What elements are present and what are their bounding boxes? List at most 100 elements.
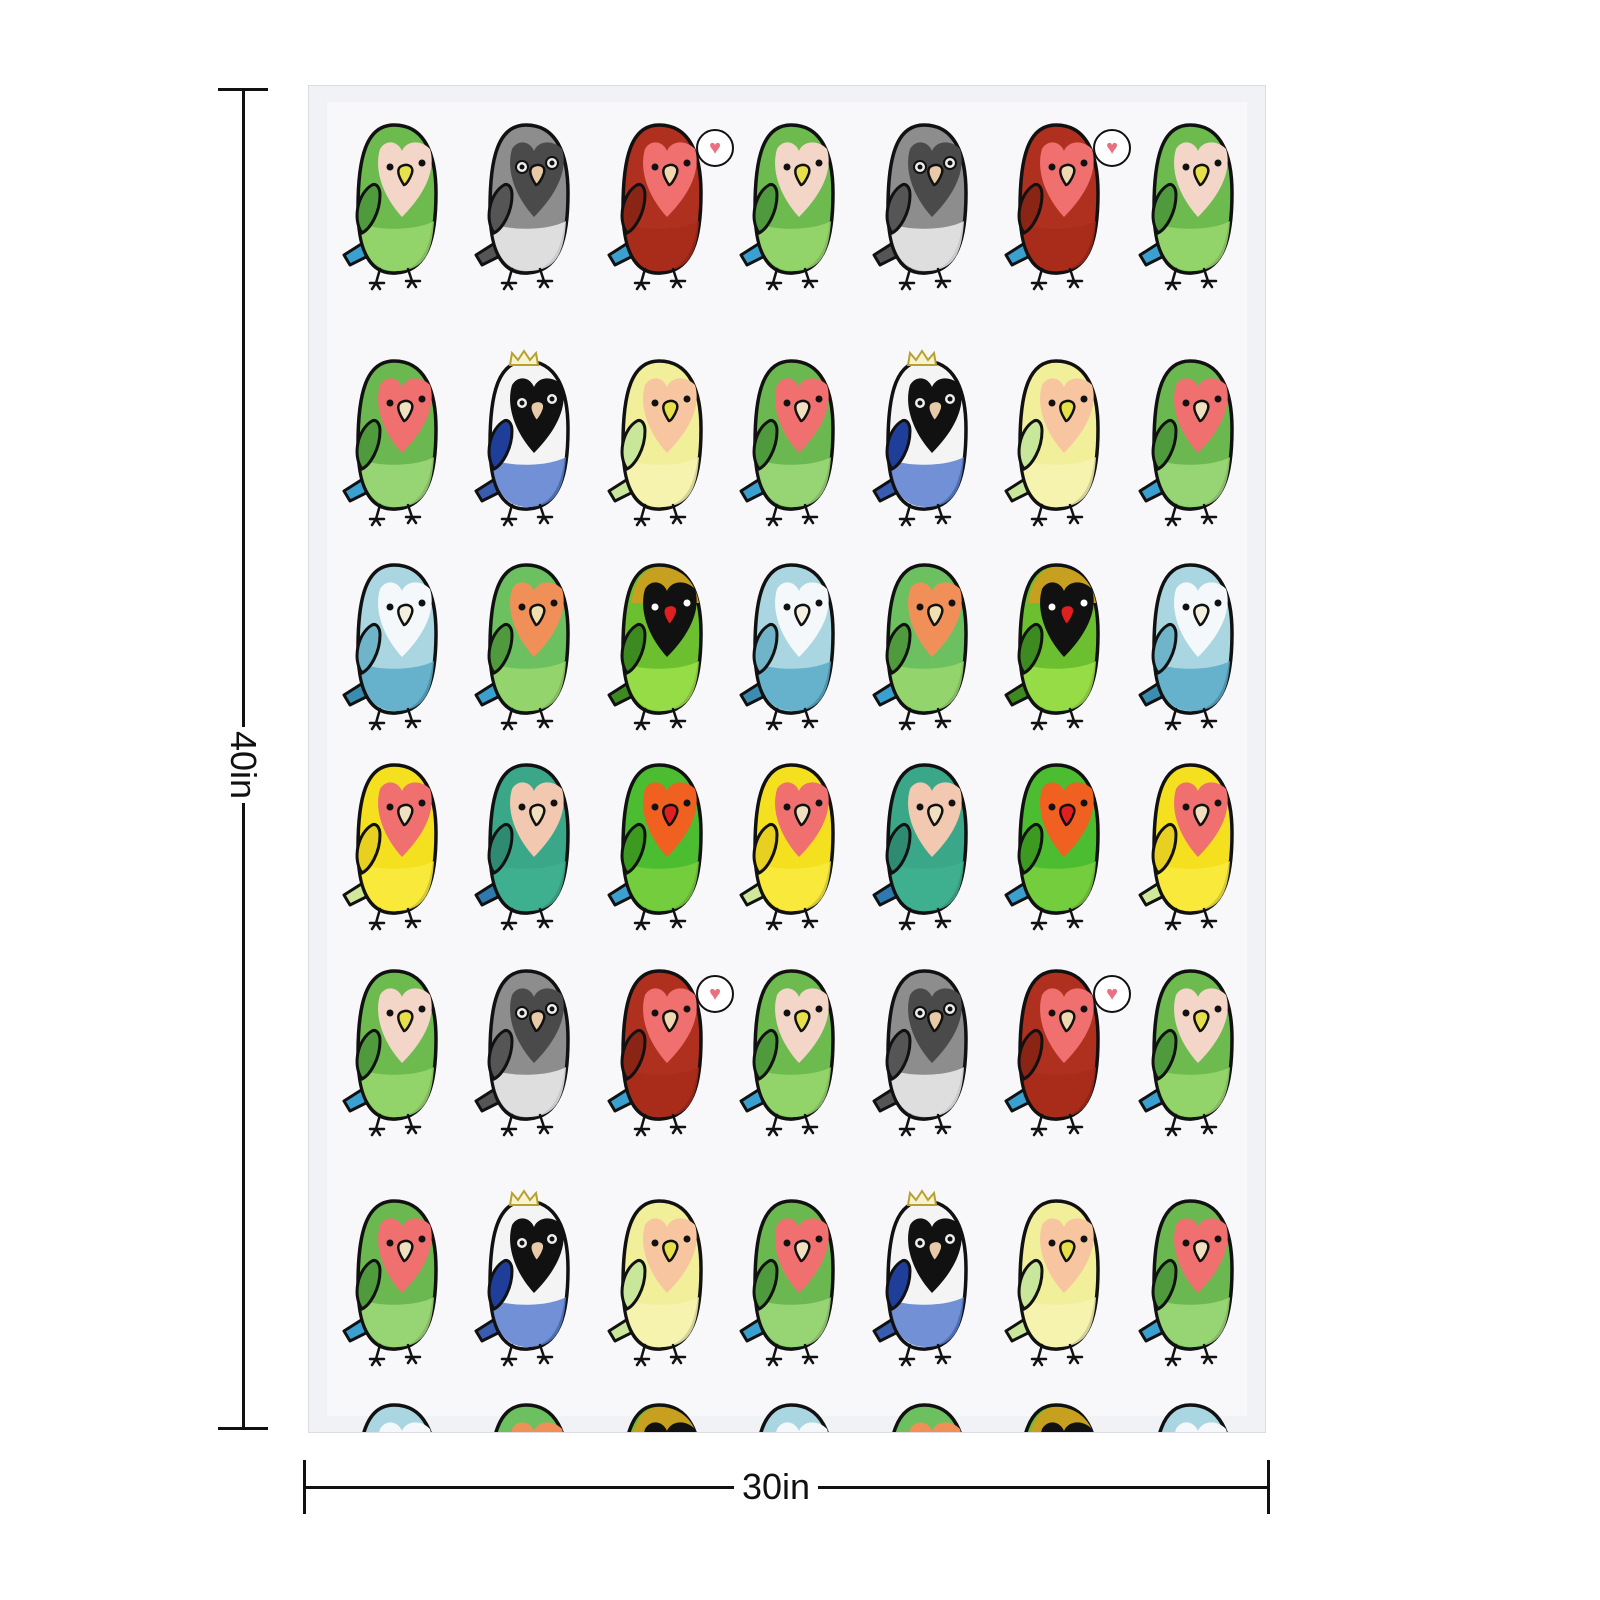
bird-eye [651,1009,659,1017]
bird-eye [1048,603,1056,611]
bird-eye [783,1009,791,1017]
bird-belly [890,661,964,711]
bird-belly [492,457,566,507]
bird-wing [1017,183,1044,235]
bird-beak [1193,803,1210,827]
bird-belly [757,221,831,271]
crown-icon [508,1189,540,1206]
bird-feet [500,907,554,931]
bird-eye [651,803,659,811]
bird-feet [633,503,687,527]
bird-rosy-icon [1132,1189,1242,1369]
bird-teal-icon [468,753,578,933]
bird-beak [1193,399,1210,423]
bird-face [379,1422,431,1432]
bird-wing [620,183,647,235]
bird-face [1175,1422,1227,1432]
bird-beak [1193,1239,1210,1263]
bird-belly [625,861,699,911]
bird-belly [1022,861,1096,911]
bird-feet [1030,503,1084,527]
bird-beak [794,1239,811,1263]
bird-masked-blue-icon [468,349,578,529]
bird-belly [1022,457,1096,507]
bird-feet [898,907,952,931]
bird-wing [355,623,382,675]
bird-wing [487,623,514,675]
bird-feet [1164,907,1218,931]
bird-feet [368,267,422,291]
bird-wing [355,823,382,875]
bird-beak [927,803,944,827]
bird-wing [885,823,912,875]
bird-belly [1156,457,1230,507]
bird-beak [1059,1239,1076,1263]
bird-beak [794,1009,811,1033]
heart-speech-bubble-icon: ♥ [1093,975,1131,1013]
bird-rosy-icon [1132,349,1242,529]
bird-eye [651,163,659,171]
bird-wing [487,1029,514,1081]
bird-eye [783,803,791,811]
bird-wing [752,623,779,675]
bird-feet [765,267,819,291]
bird-blue-white-icon [336,1393,446,1432]
bird-blue-white-icon [336,553,446,733]
bird-belly [1156,1297,1230,1347]
bird-feet [1030,907,1084,931]
bird-wing [487,823,514,875]
bird-face [776,1422,828,1432]
bird-belly [492,1067,566,1117]
bird-feet [368,1343,422,1367]
bird-eye [916,803,924,811]
bird-orange-icon [468,1393,578,1432]
bird-belly [757,661,831,711]
bird-belly [492,1297,566,1347]
bird-rosy-icon [733,1189,843,1369]
bird-eye [1182,803,1190,811]
bird-beak [397,603,414,627]
bird-beak [1059,803,1076,827]
width-dimension-tick-right [1267,1460,1270,1514]
bird-feet [898,1343,952,1367]
heart-speech-bubble-icon: ♥ [696,129,734,167]
bird-belly [1156,221,1230,271]
bird-red-icon [998,959,1108,1139]
bird-red-icon [601,959,711,1139]
bird-feet [1164,267,1218,291]
bird-belly [890,1067,964,1117]
bird-eye [783,603,791,611]
bird-feet [1164,503,1218,527]
bird-fischer-icon [601,753,711,933]
bird-wing [487,183,514,235]
bird-beak [397,1239,414,1263]
bird-feet [898,503,952,527]
height-label: 40in [223,726,264,804]
bird-wing [752,1259,779,1311]
bird-orange-icon [866,1393,976,1432]
bird-beak [397,1009,414,1033]
bird-wing [1017,419,1044,471]
bird-eye [386,1009,394,1017]
bird-eye [783,163,791,171]
bird-belly [757,457,831,507]
bird-feet [500,1113,554,1137]
bird-blue-white-icon [1132,553,1242,733]
bird-wing [355,1259,382,1311]
bird-belly [890,861,964,911]
bird-masked-blue-icon [866,1189,976,1369]
bird-beak [927,1239,944,1263]
bird-wing [620,623,647,675]
bird-rosy-icon [733,349,843,529]
bird-face [644,1422,696,1432]
bird-feet [1164,707,1218,731]
height-dimension-tick-top [218,88,268,91]
bird-beak [794,803,811,827]
bird-wing [487,419,514,471]
crown-icon [508,349,540,366]
bird-face [909,1422,961,1432]
bird-belly [1156,661,1230,711]
bird-beak [662,1239,679,1263]
bird-peach-icon [1132,959,1242,1139]
bird-masked-blue-icon [866,349,976,529]
